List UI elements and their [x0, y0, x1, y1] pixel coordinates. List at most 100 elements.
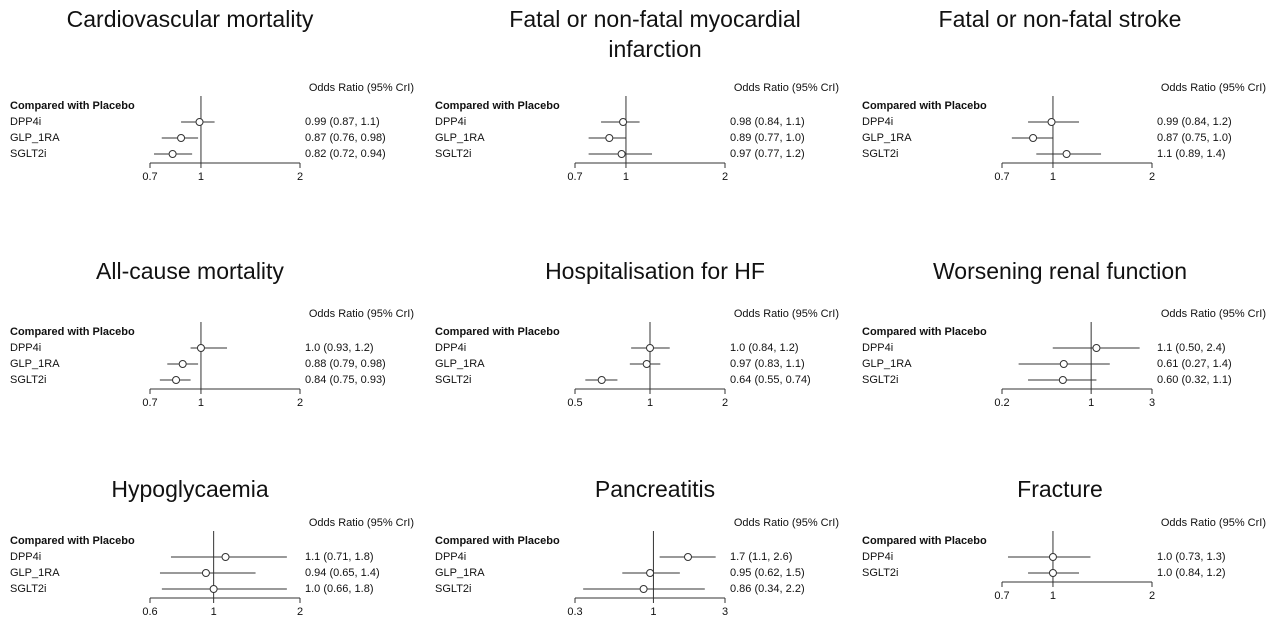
x-tick-label: 2 — [297, 606, 303, 618]
column-header: Odds Ratio (95% CrI) — [734, 517, 839, 529]
x-tick-label: 0.7 — [142, 171, 157, 183]
column-header: Odds Ratio (95% CrI) — [309, 517, 414, 529]
value-label: 0.87 (0.75, 1.0) — [1157, 132, 1232, 144]
x-tick-label: 1 — [647, 397, 653, 409]
panel-title: All-cause mortality — [96, 258, 284, 284]
x-tick-label: 0.7 — [994, 590, 1009, 602]
value-label: 0.86 (0.34, 2.2) — [730, 583, 805, 595]
x-tick-label: 2 — [722, 171, 728, 183]
x-tick-label: 3 — [722, 606, 728, 618]
x-tick-label: 1 — [211, 606, 217, 618]
category-label: SGLT2i — [862, 567, 898, 579]
group-label: Compared with Placebo — [435, 326, 560, 338]
group-label: Compared with Placebo — [10, 326, 135, 338]
x-tick-label: 0.6 — [142, 606, 157, 618]
column-header: Odds Ratio (95% CrI) — [734, 82, 839, 94]
value-label: 1.0 (0.93, 1.2) — [305, 342, 374, 354]
category-label: DPP4i — [435, 342, 466, 354]
column-header: Odds Ratio (95% CrI) — [734, 308, 839, 320]
point-estimate — [619, 118, 628, 126]
category-label: DPP4i — [862, 342, 893, 354]
group-label: Compared with Placebo — [435, 535, 560, 547]
category-label: GLP_1RA — [435, 132, 485, 144]
category-label: GLP_1RA — [10, 567, 60, 579]
x-tick-label: 3 — [1149, 397, 1155, 409]
value-label: 0.82 (0.72, 0.94) — [305, 148, 386, 160]
point-estimate — [597, 376, 606, 384]
point-estimate — [1062, 150, 1071, 158]
point-estimate — [646, 569, 655, 577]
category-label: SGLT2i — [862, 148, 898, 160]
x-tick-label: 1 — [1050, 171, 1056, 183]
x-tick-label: 1 — [198, 171, 204, 183]
value-label: 1.1 (0.50, 2.4) — [1157, 342, 1226, 354]
point-estimate — [1092, 344, 1101, 352]
point-estimate — [172, 376, 181, 384]
group-label: Compared with Placebo — [435, 100, 560, 112]
value-label: 0.64 (0.55, 0.74) — [730, 374, 811, 386]
value-label: 0.97 (0.83, 1.1) — [730, 358, 805, 370]
point-estimate — [195, 118, 204, 126]
category-label: GLP_1RA — [435, 567, 485, 579]
category-label: DPP4i — [10, 551, 41, 563]
value-label: 0.97 (0.77, 1.2) — [730, 148, 805, 160]
panel-title: Fatal or non-fatal myocardial infarction — [509, 6, 801, 62]
value-label: 0.88 (0.79, 0.98) — [305, 358, 386, 370]
point-estimate — [196, 344, 205, 352]
point-estimate — [642, 360, 651, 368]
value-label: 1.0 (0.84, 1.2) — [1157, 567, 1226, 579]
category-label: SGLT2i — [435, 374, 471, 386]
point-estimate — [1059, 360, 1068, 368]
value-label: 0.99 (0.87, 1.1) — [305, 116, 380, 128]
x-tick-label: 0.5 — [567, 397, 582, 409]
point-estimate — [683, 553, 692, 561]
panel-title: Worsening renal function — [933, 258, 1187, 284]
x-tick-label: 1 — [650, 606, 656, 618]
value-label: 0.60 (0.32, 1.1) — [1157, 374, 1232, 386]
x-tick-label: 2 — [1149, 171, 1155, 183]
column-header: Odds Ratio (95% CrI) — [1161, 82, 1266, 94]
category-label: SGLT2i — [10, 583, 46, 595]
category-label: SGLT2i — [435, 148, 471, 160]
panel-title: Hospitalisation for HF — [545, 258, 765, 284]
x-tick-label: 1 — [1088, 397, 1094, 409]
group-label: Compared with Placebo — [862, 100, 987, 112]
value-label: 0.87 (0.76, 0.98) — [305, 132, 386, 144]
value-label: 1.7 (1.1, 2.6) — [730, 551, 792, 563]
value-label: 0.95 (0.62, 1.5) — [730, 567, 805, 579]
point-estimate — [1058, 376, 1067, 384]
category-label: SGLT2i — [862, 374, 898, 386]
category-label: DPP4i — [10, 342, 41, 354]
panel-title: Hypoglycaemia — [111, 476, 269, 502]
column-header: Odds Ratio (95% CrI) — [309, 308, 414, 320]
category-label: DPP4i — [435, 116, 466, 128]
category-label: DPP4i — [862, 116, 893, 128]
x-tick-label: 2 — [1149, 590, 1155, 602]
point-estimate — [177, 134, 186, 142]
category-label: SGLT2i — [10, 374, 46, 386]
point-estimate — [178, 360, 187, 368]
point-estimate — [201, 569, 210, 577]
panel-title: Fracture — [1017, 476, 1103, 502]
value-label: 0.84 (0.75, 0.93) — [305, 374, 386, 386]
value-label: 0.99 (0.84, 1.2) — [1157, 116, 1232, 128]
group-label: Compared with Placebo — [10, 100, 135, 112]
point-estimate — [605, 134, 614, 142]
category-label: GLP_1RA — [435, 358, 485, 370]
category-label: DPP4i — [10, 116, 41, 128]
x-tick-label: 0.7 — [567, 171, 582, 183]
category-label: SGLT2i — [435, 583, 471, 595]
category-label: GLP_1RA — [862, 132, 912, 144]
category-label: GLP_1RA — [10, 132, 60, 144]
value-label: 1.0 (0.73, 1.3) — [1157, 551, 1226, 563]
point-estimate — [646, 344, 654, 352]
value-label: 0.94 (0.65, 1.4) — [305, 567, 380, 579]
x-tick-label: 2 — [297, 397, 303, 409]
value-label: 1.0 (0.66, 1.8) — [305, 583, 374, 595]
panel-title: Cardiovascular mortality — [66, 6, 314, 32]
x-tick-label: 0.3 — [567, 606, 582, 618]
value-label: 0.61 (0.27, 1.4) — [1157, 358, 1232, 370]
column-header: Odds Ratio (95% CrI) — [309, 82, 414, 94]
x-tick-label: 0.7 — [994, 171, 1009, 183]
